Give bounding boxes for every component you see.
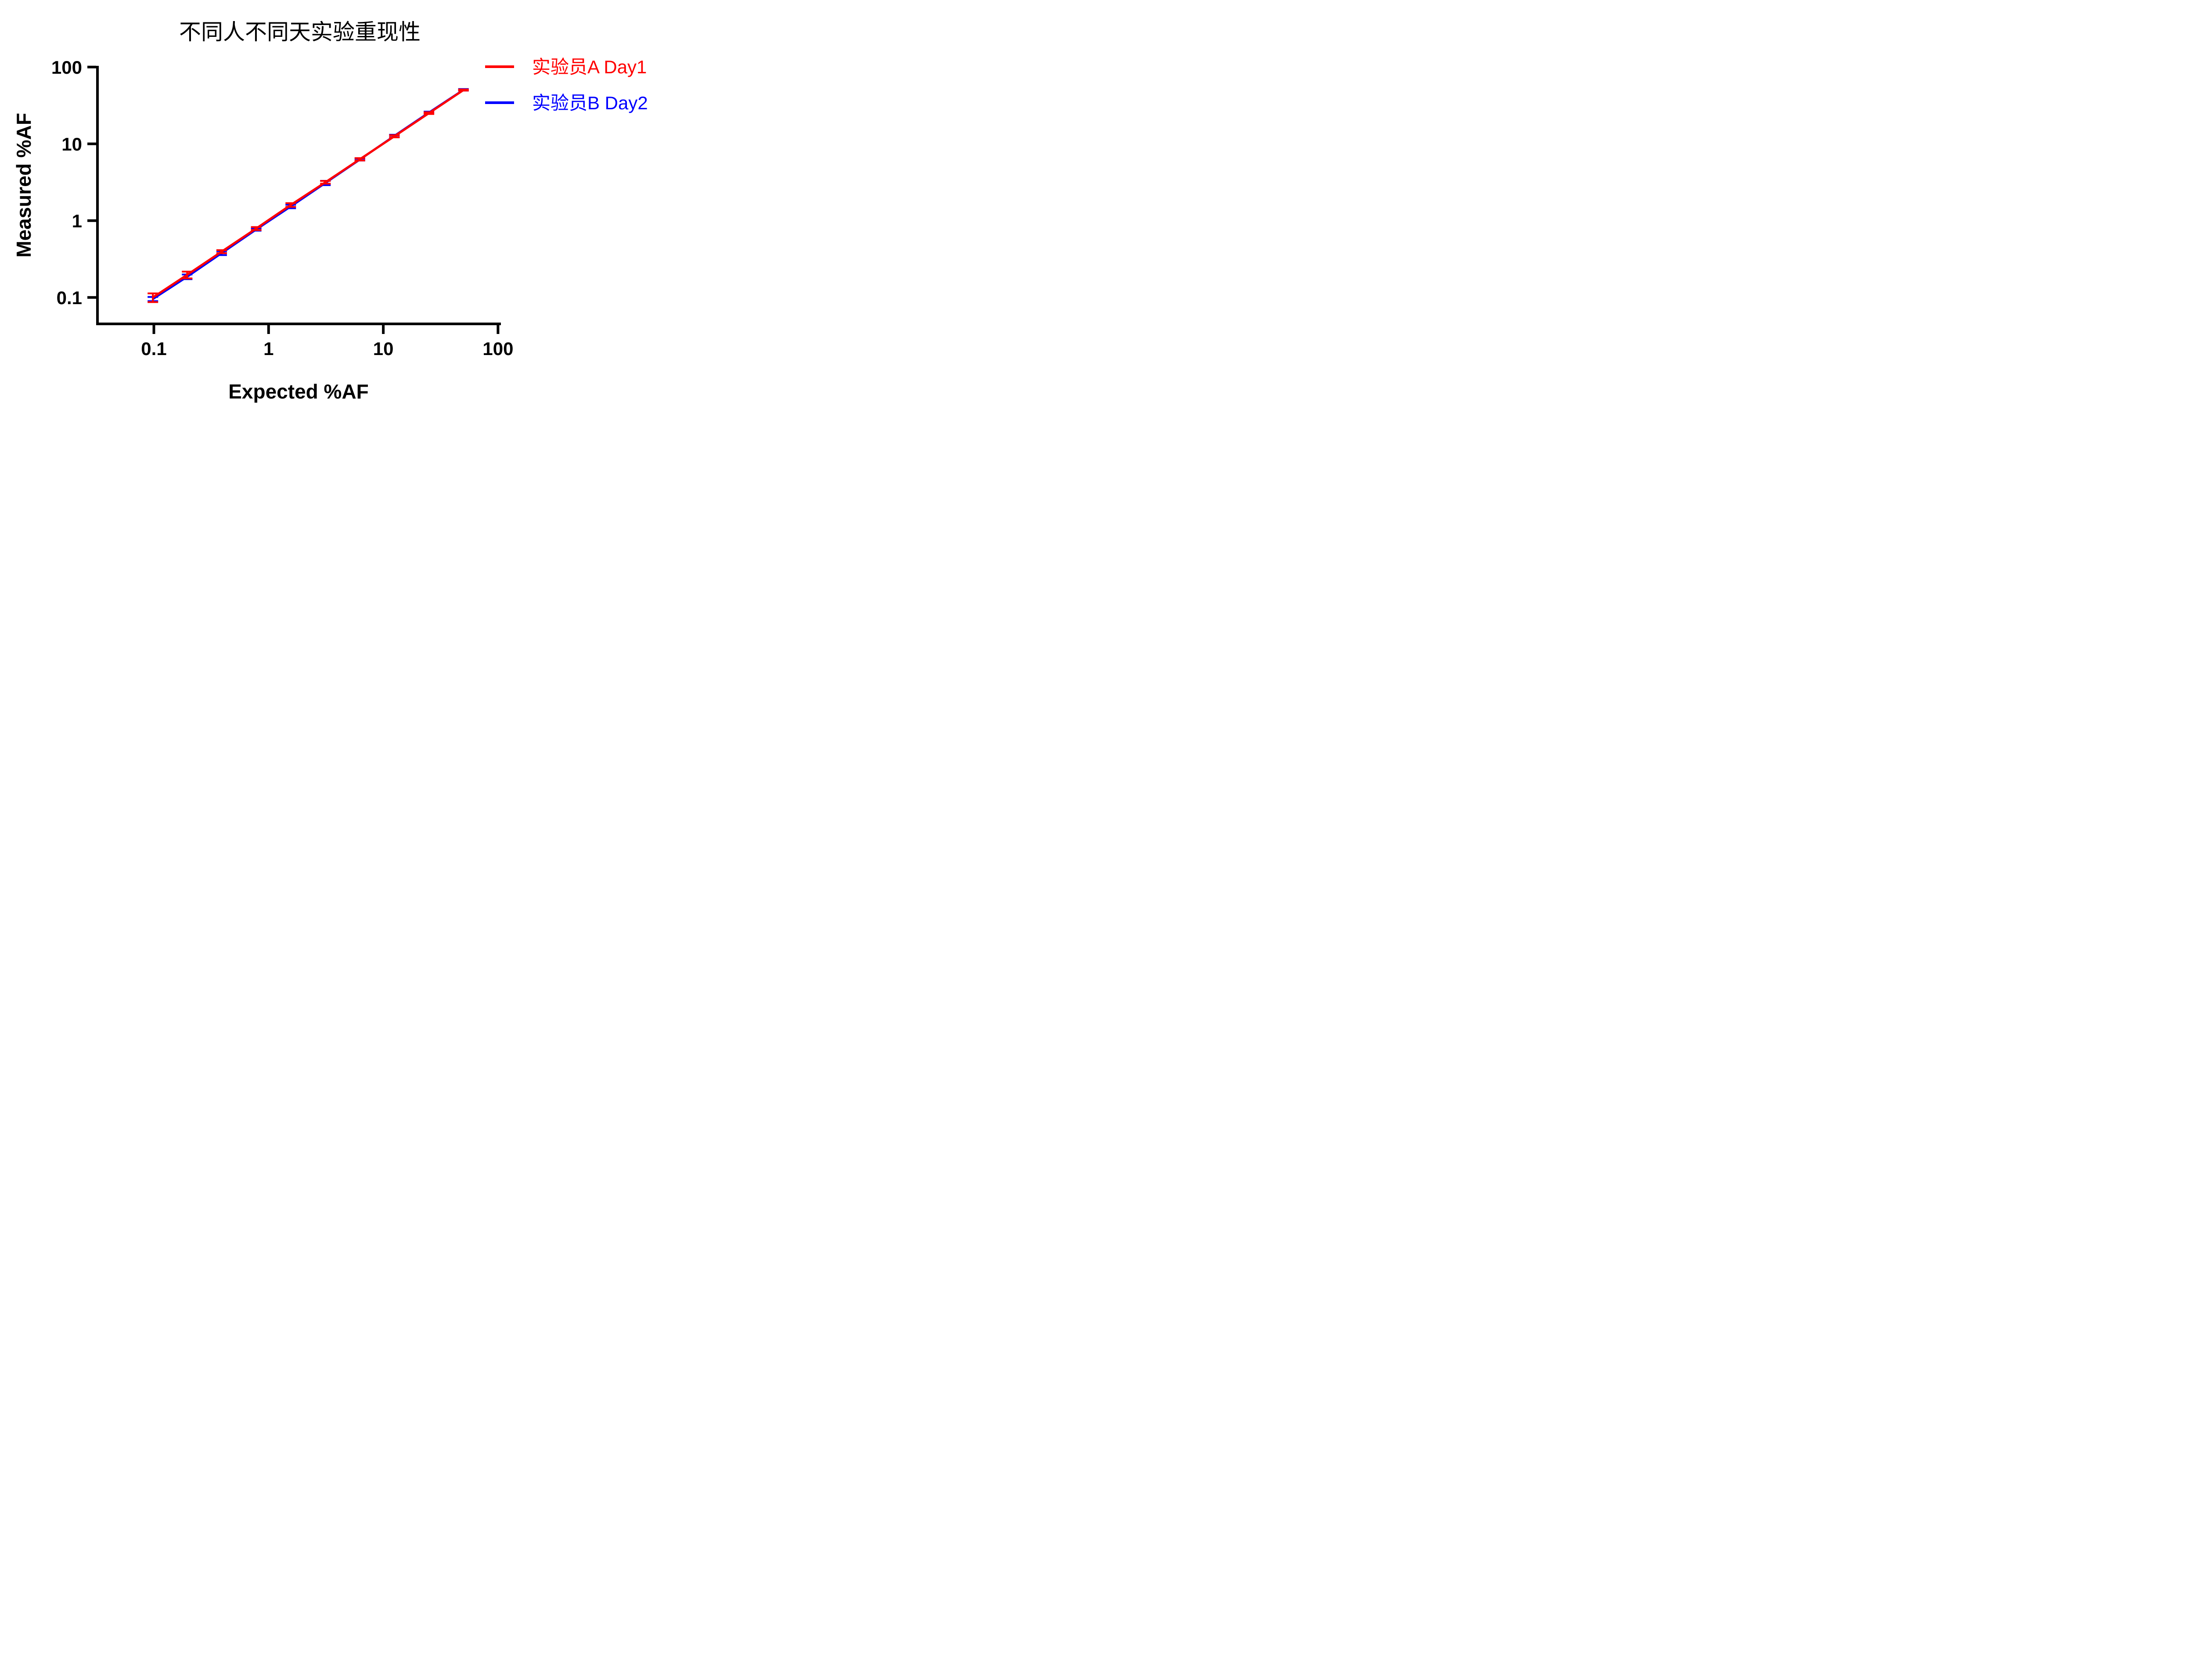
series-line — [152, 89, 464, 298]
axes: 100 10 1 0.1 0.1 1 10 100 — [51, 57, 514, 359]
y-tick-label: 0.1 — [57, 287, 82, 308]
y-axis-title: Measured %AF — [12, 113, 35, 258]
y-tick-label: 100 — [51, 57, 82, 78]
data-series — [148, 88, 469, 303]
chart-canvas: 不同人不同天实验重现性 Measured %AF Expected %AF 10… — [12, 19, 648, 403]
y-tick-label: 1 — [72, 211, 82, 231]
legend-label-series-b: 实验员B Day2 — [532, 93, 648, 113]
x-axis-title: Expected %AF — [228, 380, 369, 403]
x-tick-label: 0.1 — [141, 338, 166, 359]
figure: 不同人不同天实验重现性 Measured %AF Expected %AF 10… — [0, 0, 674, 420]
error-bar — [148, 292, 158, 303]
x-tick-label: 10 — [373, 338, 394, 359]
x-tick-label: 100 — [482, 338, 513, 359]
y-tick-label: 10 — [61, 134, 82, 154]
chart-title: 不同人不同天实验重现性 — [179, 19, 421, 45]
legend: 实验员A Day1 实验员B Day2 — [485, 57, 648, 113]
series-a — [148, 88, 469, 303]
legend-label-series-a: 实验员A Day1 — [532, 57, 647, 77]
x-tick-label: 1 — [263, 338, 273, 359]
